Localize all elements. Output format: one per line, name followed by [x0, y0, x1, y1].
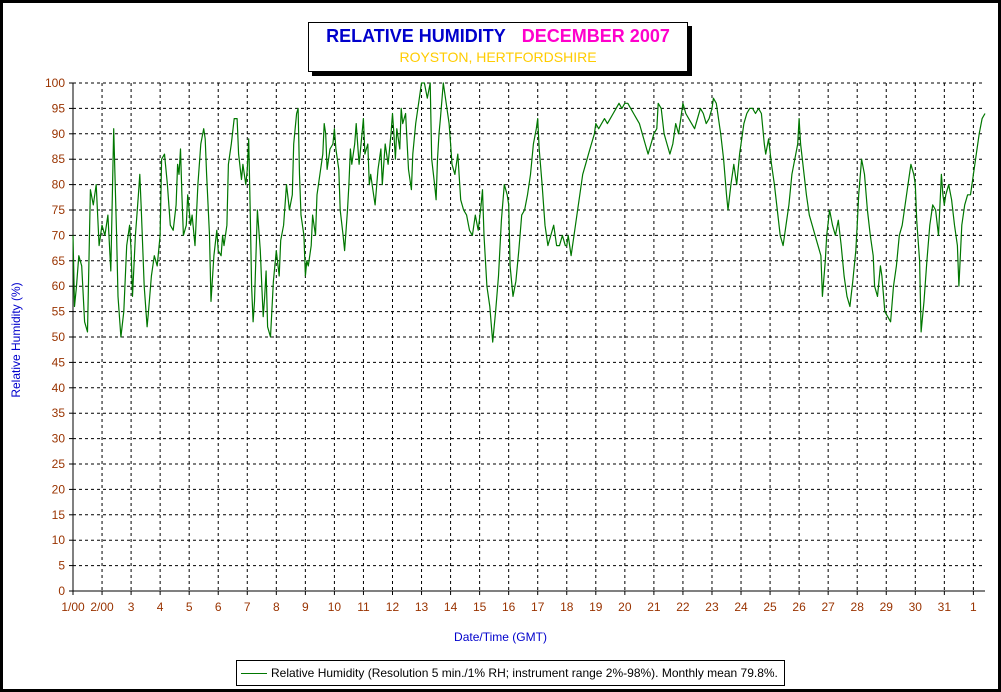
legend-swatch [241, 672, 267, 674]
x-tick-label: 11 [357, 600, 370, 614]
y-axis-label: Relative Humidity (%) [9, 282, 23, 398]
x-tick-label: 21 [647, 600, 661, 614]
chart-title-box: RELATIVE HUMIDITY DECEMBER 2007 ROYSTON, … [308, 22, 688, 72]
y-tick-label: 25 [52, 457, 66, 471]
x-tick-label: 1 [970, 600, 977, 614]
y-tick-label: 60 [52, 279, 66, 293]
chart-title: RELATIVE HUMIDITY [326, 26, 506, 46]
y-tick-label: 0 [58, 584, 65, 598]
y-tick-label: 15 [52, 508, 66, 522]
y-tick-label: 70 [52, 228, 66, 242]
x-tick-label: 18 [560, 600, 574, 614]
y-tick-label: 30 [52, 432, 66, 446]
y-tick-label: 75 [52, 203, 66, 217]
x-tick-label: 7 [244, 600, 251, 614]
x-tick-label: 26 [792, 600, 806, 614]
title-line: RELATIVE HUMIDITY DECEMBER 2007 [309, 26, 687, 47]
x-tick-label: 3 [128, 600, 135, 614]
x-axis-label: Date/Time (GMT) [454, 630, 547, 644]
y-tick-label: 5 [58, 559, 65, 573]
x-tick-label: 1/00 [61, 600, 85, 614]
y-tick-label: 65 [52, 254, 66, 268]
series-lines [72, 82, 986, 343]
x-tick-label: 17 [531, 600, 545, 614]
y-tick-label: 55 [52, 305, 66, 319]
x-tick-label: 15 [473, 600, 487, 614]
x-tick-label: 4 [157, 600, 164, 614]
x-tick-label: 14 [444, 600, 458, 614]
y-tick-label: 45 [52, 355, 66, 369]
x-tick-label: 22 [676, 600, 690, 614]
x-tick-label: 29 [880, 600, 894, 614]
y-tick-labels: 0 5 10 15 20 25 30 35 40 45 50 55 60 65 70 75 80 85 90 95 10… [45, 76, 65, 598]
legend: Relative Humidity (Resolution 5 min./1% … [236, 660, 785, 686]
chart-title-month: DECEMBER 2007 [521, 26, 670, 46]
y-tick-label: 100 [45, 76, 65, 90]
x-tick-label: 5 [186, 600, 193, 614]
x-tick-label: 20 [618, 600, 632, 614]
y-tick-label: 40 [52, 381, 66, 395]
x-tick-label: 8 [273, 600, 280, 614]
x-tick-label: 19 [589, 600, 603, 614]
x-tick-label: 2/00 [90, 600, 114, 614]
x-tick-label: 30 [909, 600, 923, 614]
axes [69, 82, 985, 595]
x-tick-label: 13 [415, 600, 429, 614]
y-tick-label: 20 [52, 482, 66, 496]
y-tick-label: 10 [52, 533, 66, 547]
chart-subtitle: ROYSTON, HERTFORDSHIRE [399, 49, 597, 65]
x-tick-label: 12 [386, 600, 400, 614]
x-tick-label: 6 [215, 600, 222, 614]
x-tick-label: 25 [763, 600, 777, 614]
legend-entry: Relative Humidity (Resolution 5 min./1% … [271, 666, 778, 680]
x-tick-label: 28 [851, 600, 865, 614]
y-tick-label: 85 [52, 152, 66, 166]
y-tick-label: 90 [52, 127, 66, 141]
x-tick-label: 23 [705, 600, 719, 614]
x-tick-label: 24 [734, 600, 748, 614]
grid-lines [73, 82, 985, 591]
x-tick-label: 9 [302, 600, 309, 614]
y-tick-label: 95 [52, 101, 66, 115]
x-tick-label: 27 [821, 600, 835, 614]
x-tick-label: 31 [938, 600, 952, 614]
x-tick-label: 16 [502, 600, 516, 614]
series-line-relative-humidity [72, 82, 986, 343]
y-tick-label: 50 [52, 330, 66, 344]
x-tick-labels: 1/00 2/00 3 4 5 6 7 8 9 10 11 12 13 14 15 16 17 18 19 20 21 2… [61, 600, 977, 614]
x-tick-label: 10 [328, 600, 342, 614]
y-tick-label: 80 [52, 178, 66, 192]
y-tick-label: 35 [52, 406, 66, 420]
